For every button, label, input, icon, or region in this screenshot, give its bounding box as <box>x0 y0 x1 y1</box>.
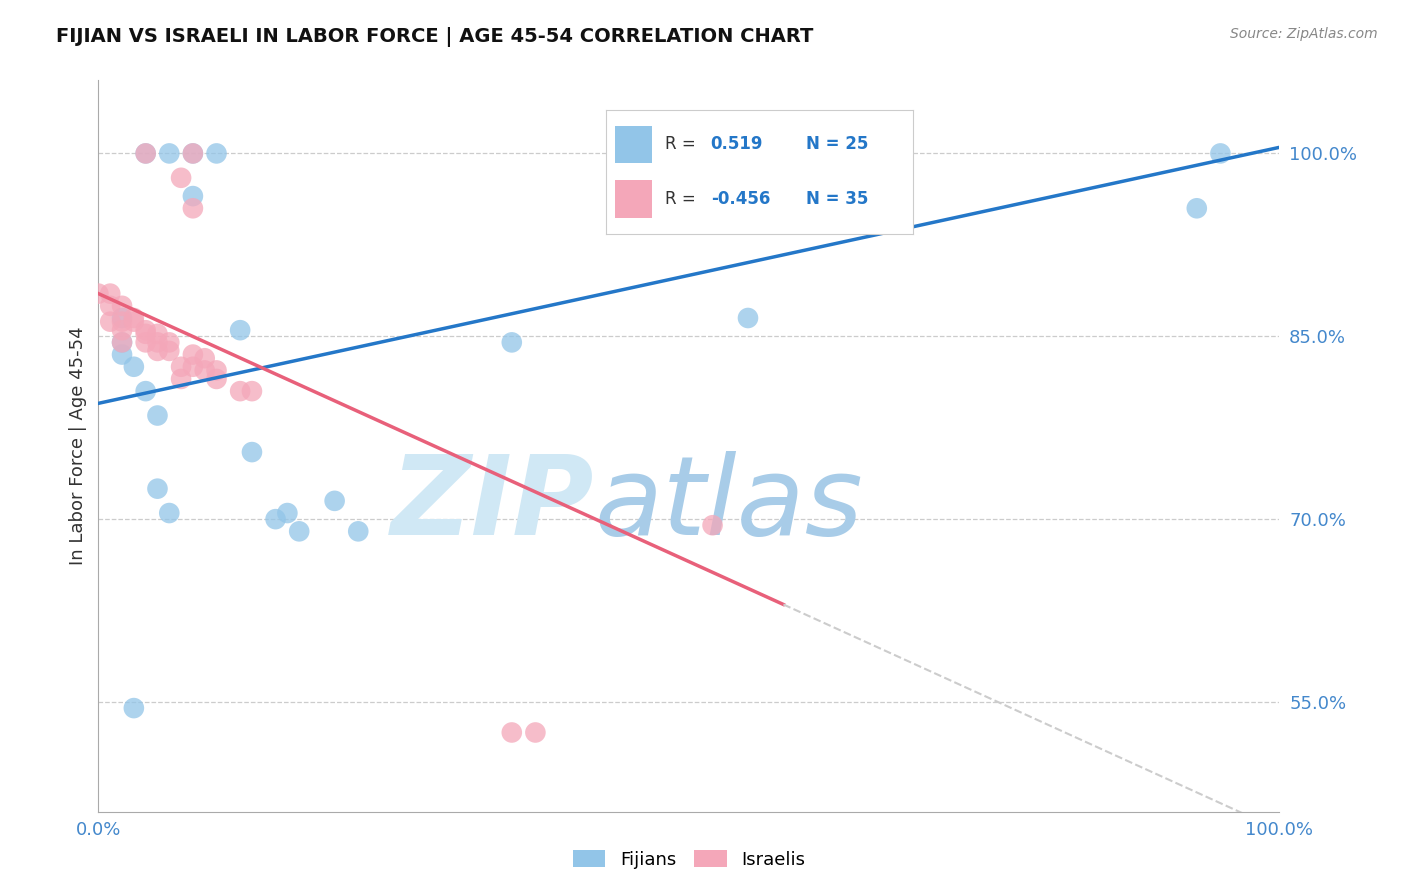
Point <box>181 348 204 362</box>
Point <box>229 384 252 399</box>
Point <box>205 363 228 377</box>
Point <box>205 146 228 161</box>
Point <box>146 482 169 496</box>
Point <box>181 202 204 216</box>
Point <box>1209 146 1232 161</box>
Point <box>181 146 204 161</box>
Point <box>111 323 134 337</box>
Text: ZIP: ZIP <box>391 451 595 558</box>
Point <box>524 725 547 739</box>
Point <box>111 315 134 329</box>
Point <box>157 335 180 350</box>
Point <box>288 524 311 539</box>
Point <box>87 286 110 301</box>
Legend: Fijians, Israelis: Fijians, Israelis <box>565 843 813 876</box>
Point <box>501 725 523 739</box>
Point <box>98 286 121 301</box>
Point <box>240 384 263 399</box>
Point <box>146 409 169 423</box>
Point <box>170 170 193 185</box>
Point <box>737 311 759 326</box>
Point <box>1185 202 1208 216</box>
Point <box>240 445 263 459</box>
Text: FIJIAN VS ISRAELI IN LABOR FORCE | AGE 45-54 CORRELATION CHART: FIJIAN VS ISRAELI IN LABOR FORCE | AGE 4… <box>56 27 814 46</box>
Point <box>146 326 169 341</box>
Point <box>194 363 217 377</box>
Point <box>135 146 157 161</box>
Point <box>170 359 193 374</box>
Point <box>181 146 204 161</box>
Point <box>111 311 134 326</box>
Point <box>146 343 169 358</box>
Point <box>111 348 134 362</box>
Point <box>276 506 298 520</box>
Y-axis label: In Labor Force | Age 45-54: In Labor Force | Age 45-54 <box>69 326 87 566</box>
Point <box>111 299 134 313</box>
Point <box>135 335 157 350</box>
Point <box>122 311 145 326</box>
Point <box>501 335 523 350</box>
Text: Source: ZipAtlas.com: Source: ZipAtlas.com <box>1230 27 1378 41</box>
Point <box>264 512 287 526</box>
Point <box>205 372 228 386</box>
Point <box>135 326 157 341</box>
Point <box>135 323 157 337</box>
Point <box>111 335 134 350</box>
Point <box>135 146 157 161</box>
Point <box>181 189 204 203</box>
Point <box>98 299 121 313</box>
Point <box>194 351 217 366</box>
Point <box>181 359 204 374</box>
Point <box>229 323 252 337</box>
Point <box>122 701 145 715</box>
Point <box>98 315 121 329</box>
Point <box>157 146 180 161</box>
Point <box>347 524 370 539</box>
Point <box>122 315 145 329</box>
Point <box>702 518 724 533</box>
Point <box>157 343 180 358</box>
Point <box>157 506 180 520</box>
Point <box>135 384 157 399</box>
Point <box>122 359 145 374</box>
Point <box>111 335 134 350</box>
Point <box>146 335 169 350</box>
Text: atlas: atlas <box>595 451 863 558</box>
Point <box>170 372 193 386</box>
Point <box>323 494 346 508</box>
